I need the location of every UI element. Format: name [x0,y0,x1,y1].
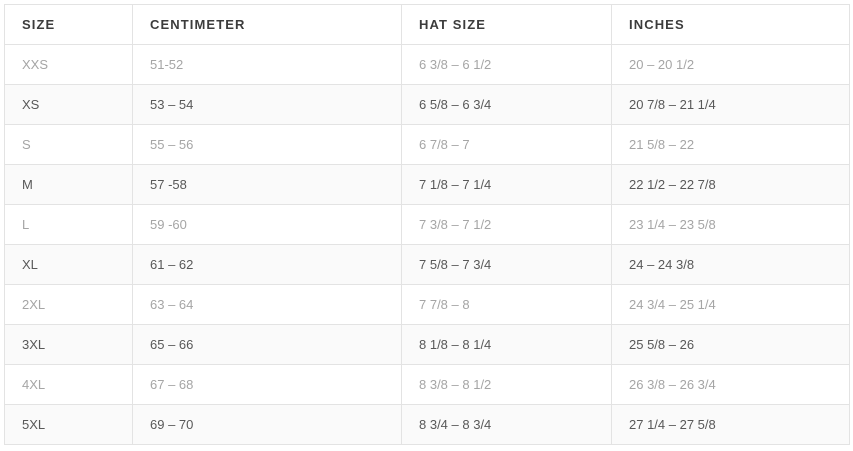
cell-size: 5XL [4,404,133,445]
table-body: XXS 51-52 6 3/8 – 6 1/2 20 – 20 1/2 XS 5… [4,44,850,445]
cell-inches: 27 1/4 – 27 5/8 [611,404,850,445]
cell-size: L [4,204,133,245]
table-row: 5XL 69 – 70 8 3/4 – 8 3/4 27 1/4 – 27 5/… [4,404,850,445]
cell-size: 2XL [4,284,133,325]
table-row: 2XL 63 – 64 7 7/8 – 8 24 3/4 – 25 1/4 [4,284,850,325]
cell-inches: 20 – 20 1/2 [611,44,850,85]
cell-centimeter: 65 – 66 [132,324,402,365]
cell-inches: 21 5/8 – 22 [611,124,850,165]
cell-hat-size: 8 3/4 – 8 3/4 [401,404,612,445]
cell-size: XXS [4,44,133,85]
cell-hat-size: 6 3/8 – 6 1/2 [401,44,612,85]
cell-inches: 23 1/4 – 23 5/8 [611,204,850,245]
cell-size: 4XL [4,364,133,405]
table-row: L 59 -60 7 3/8 – 7 1/2 23 1/4 – 23 5/8 [4,204,850,245]
cell-centimeter: 69 – 70 [132,404,402,445]
cell-inches: 24 3/4 – 25 1/4 [611,284,850,325]
cell-hat-size: 8 3/8 – 8 1/2 [401,364,612,405]
cell-centimeter: 59 -60 [132,204,402,245]
table-row: XS 53 – 54 6 5/8 – 6 3/4 20 7/8 – 21 1/4 [4,84,850,125]
table-row: 3XL 65 – 66 8 1/8 – 8 1/4 25 5/8 – 26 [4,324,850,365]
cell-centimeter: 67 – 68 [132,364,402,405]
cell-centimeter: 57 -58 [132,164,402,205]
header-row: SIZE CENTIMETER HAT SIZE INCHES [4,4,850,45]
cell-inches: 24 – 24 3/8 [611,244,850,285]
column-header-size: SIZE [4,4,133,45]
cell-hat-size: 7 5/8 – 7 3/4 [401,244,612,285]
cell-size: XL [4,244,133,285]
cell-size: S [4,124,133,165]
cell-centimeter: 63 – 64 [132,284,402,325]
cell-size: M [4,164,133,205]
column-header-hat-size: HAT SIZE [401,4,612,45]
table-row: S 55 – 56 6 7/8 – 7 21 5/8 – 22 [4,124,850,165]
column-header-inches: INCHES [611,4,850,45]
cell-hat-size: 7 7/8 – 8 [401,284,612,325]
cell-inches: 26 3/8 – 26 3/4 [611,364,850,405]
table-row: XXS 51-52 6 3/8 – 6 1/2 20 – 20 1/2 [4,44,850,85]
cell-inches: 25 5/8 – 26 [611,324,850,365]
cell-size: 3XL [4,324,133,365]
table-row: XL 61 – 62 7 5/8 – 7 3/4 24 – 24 3/8 [4,244,850,285]
cell-hat-size: 8 1/8 – 8 1/4 [401,324,612,365]
cell-centimeter: 51-52 [132,44,402,85]
cell-hat-size: 6 5/8 – 6 3/4 [401,84,612,125]
cell-hat-size: 7 3/8 – 7 1/2 [401,204,612,245]
cell-inches: 20 7/8 – 21 1/4 [611,84,850,125]
cell-inches: 22 1/2 – 22 7/8 [611,164,850,205]
cell-centimeter: 53 – 54 [132,84,402,125]
cell-hat-size: 6 7/8 – 7 [401,124,612,165]
table-row: M 57 -58 7 1/8 – 7 1/4 22 1/2 – 22 7/8 [4,164,850,205]
cell-centimeter: 55 – 56 [132,124,402,165]
cell-centimeter: 61 – 62 [132,244,402,285]
cell-hat-size: 7 1/8 – 7 1/4 [401,164,612,205]
cell-size: XS [4,84,133,125]
column-header-centimeter: CENTIMETER [132,4,402,45]
size-chart-table: SIZE CENTIMETER HAT SIZE INCHES XXS 51-5… [4,4,850,445]
table-row: 4XL 67 – 68 8 3/8 – 8 1/2 26 3/8 – 26 3/… [4,364,850,405]
